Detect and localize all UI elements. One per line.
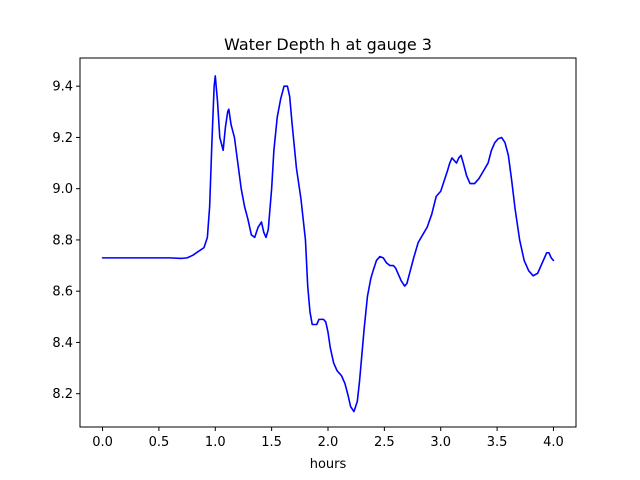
x-tick-label: 3.5 <box>487 435 508 450</box>
y-tick-label: 8.8 <box>52 233 73 248</box>
x-tick-label: 4.0 <box>543 435 564 450</box>
x-tick-label: 0.5 <box>149 435 170 450</box>
x-axis-label: hours <box>310 457 347 472</box>
y-tick-label: 9.0 <box>52 182 73 197</box>
x-tick-label: 2.5 <box>374 435 395 450</box>
series-group <box>101 75 555 413</box>
x-tick-label: 2.0 <box>318 435 339 450</box>
chart-title: Water Depth h at gauge 3 <box>224 35 432 54</box>
x-tick-label: 0.0 <box>92 435 113 450</box>
y-tick-label: 9.4 <box>52 80 73 95</box>
y-tick-label: 9.2 <box>52 131 73 146</box>
y-tick-label: 8.6 <box>52 285 73 300</box>
x-axis: 0.0 0.5 1.0 1.5 2.0 2.5 3.0 3.5 4.0 <box>92 427 564 450</box>
x-tick-label: 1.5 <box>261 435 282 450</box>
series-line-0 <box>101 75 555 413</box>
y-tick-label: 8.2 <box>52 387 73 402</box>
y-axis: 8.2 8.4 8.6 8.8 9.0 9.2 9.4 <box>52 80 80 402</box>
y-tick-label: 8.4 <box>52 336 73 351</box>
plot-frame <box>79 57 577 428</box>
x-tick-label: 3.0 <box>430 435 451 450</box>
x-tick-label: 1.0 <box>205 435 226 450</box>
